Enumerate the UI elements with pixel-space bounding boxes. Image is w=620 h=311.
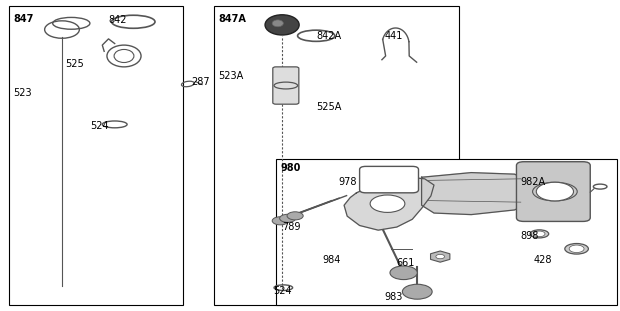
- Text: 428: 428: [533, 255, 552, 265]
- Text: 789: 789: [282, 222, 301, 232]
- Text: 898: 898: [521, 231, 539, 241]
- Bar: [214, 6, 459, 305]
- Text: 524: 524: [90, 121, 108, 131]
- Polygon shape: [422, 173, 527, 215]
- Circle shape: [436, 254, 445, 259]
- Ellipse shape: [265, 15, 299, 35]
- Bar: [276, 159, 617, 305]
- Text: 525A: 525A: [316, 102, 342, 112]
- FancyBboxPatch shape: [360, 166, 418, 193]
- Circle shape: [390, 266, 417, 280]
- Text: 847: 847: [14, 14, 34, 24]
- Ellipse shape: [565, 244, 588, 254]
- Text: 441: 441: [384, 31, 403, 41]
- Text: 523A: 523A: [218, 71, 244, 81]
- FancyBboxPatch shape: [273, 67, 299, 104]
- Ellipse shape: [272, 20, 283, 27]
- Text: 842A: 842A: [316, 31, 342, 41]
- Text: 524: 524: [273, 286, 291, 296]
- Bar: [9, 6, 183, 305]
- Text: 523: 523: [14, 88, 32, 98]
- Circle shape: [569, 245, 584, 253]
- Circle shape: [272, 217, 288, 225]
- Text: 983: 983: [384, 292, 403, 302]
- Ellipse shape: [530, 230, 549, 238]
- Text: 978: 978: [338, 177, 356, 187]
- Text: eReplacementParts.com: eReplacementParts.com: [229, 141, 391, 154]
- Text: 842: 842: [108, 15, 127, 25]
- Circle shape: [287, 212, 303, 220]
- Polygon shape: [344, 177, 434, 230]
- Circle shape: [280, 214, 296, 222]
- Text: 980: 980: [280, 163, 301, 173]
- Circle shape: [536, 182, 574, 201]
- Text: 525: 525: [65, 59, 84, 69]
- Text: 984: 984: [322, 255, 341, 265]
- Circle shape: [402, 284, 432, 299]
- Circle shape: [370, 195, 405, 212]
- Text: 661: 661: [397, 258, 415, 268]
- Text: 982A: 982A: [521, 177, 546, 187]
- Circle shape: [534, 231, 545, 237]
- Text: 287: 287: [191, 77, 210, 87]
- FancyBboxPatch shape: [516, 162, 590, 221]
- Text: 847A: 847A: [218, 14, 246, 24]
